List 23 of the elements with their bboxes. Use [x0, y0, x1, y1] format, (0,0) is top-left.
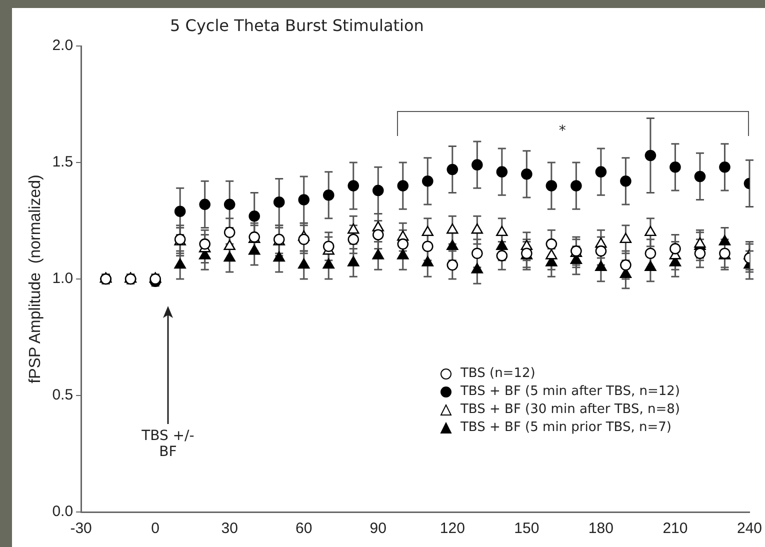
legend-label: TBS + BF (5 min after TBS, n=12)	[460, 383, 680, 401]
legend-label: TBS (n=12)	[460, 365, 536, 383]
x-tick-label: 90	[370, 520, 386, 538]
legend-label: TBS + BF (30 min after TBS, n=8)	[460, 401, 680, 419]
annotation: TBS +/- BF	[140, 428, 196, 460]
x-tick-label: 30	[221, 520, 238, 538]
x-tick-label: 150	[514, 520, 540, 538]
y-tick-label: 1.5	[52, 154, 74, 171]
y-tick-label: 1.0	[52, 270, 74, 288]
x-tick-label: -30	[70, 520, 92, 538]
x-tick-label: 0	[151, 520, 160, 538]
x-tick-label: 120	[440, 520, 465, 538]
legend-label: TBS + BF (5 min prior TBS, n=7)	[460, 419, 672, 437]
x-tick-label: 210	[662, 520, 688, 538]
x-tick-label: 240	[736, 520, 762, 538]
x-tick-label: 60	[296, 520, 312, 538]
y-axis-title: fPSP Amplitude (normalized)	[27, 174, 44, 384]
chart-title: 5 Cycle Theta Burst Stimulation	[170, 16, 424, 35]
x-tick-label: 180	[588, 520, 614, 538]
y-tick-label: 2.0	[52, 37, 74, 54]
y-tick-label: 0.5	[52, 386, 74, 404]
y-tick-label: 0.0	[52, 503, 74, 520]
annotation: *	[558, 123, 566, 140]
